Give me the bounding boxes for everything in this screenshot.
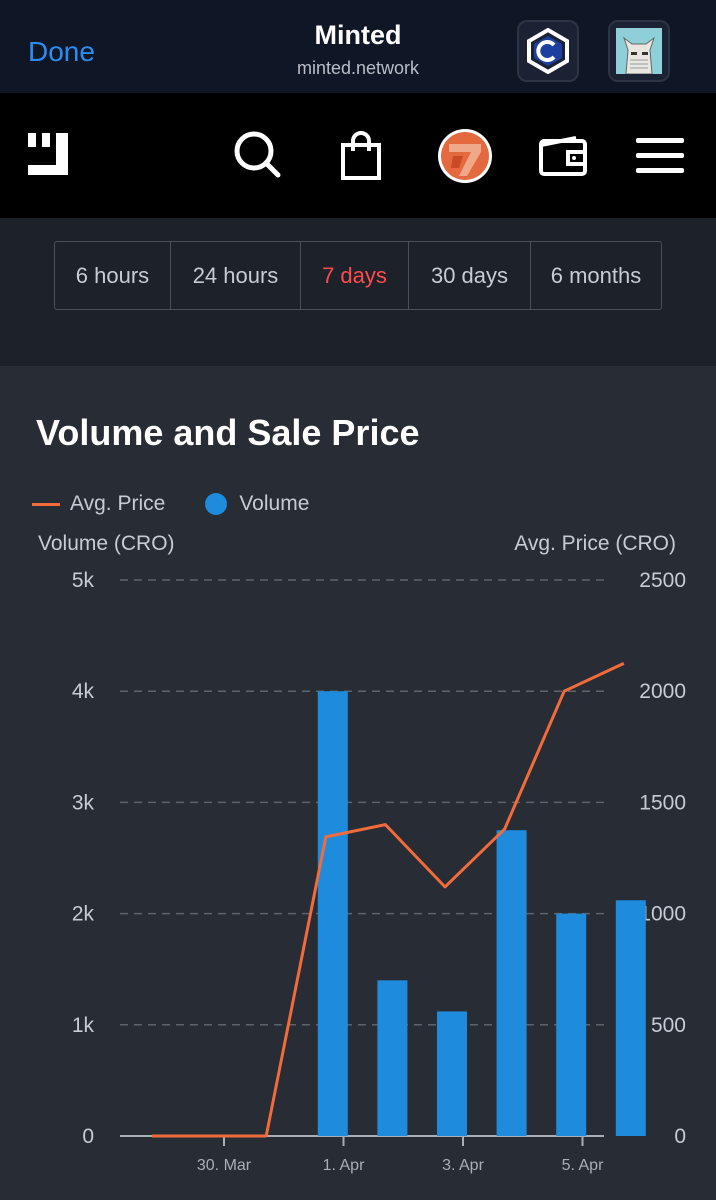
left-axis-tick: 2k	[72, 903, 95, 926]
legend-price-swatch	[32, 502, 60, 506]
volume-bar	[556, 913, 587, 1136]
left-axis-tick: 0	[82, 1125, 94, 1148]
avg-price-line	[152, 662, 625, 1138]
search-icon[interactable]	[232, 129, 282, 179]
right-axis-tick: 1500	[639, 791, 686, 814]
volume-bar	[377, 980, 408, 1136]
menu-icon[interactable]	[636, 138, 684, 174]
range-6-hours[interactable]: 6 hours	[55, 242, 171, 309]
shopping-bag-icon[interactable]	[340, 131, 382, 181]
site-navbar	[0, 93, 716, 218]
left-axis-tick: 5k	[72, 569, 95, 592]
volume-bar	[437, 1011, 467, 1136]
volume-bar	[496, 830, 527, 1136]
x-axis-tick-label: 5. Apr	[562, 1157, 604, 1174]
minted-logo-icon[interactable]	[28, 133, 70, 177]
profile-avatar[interactable]	[437, 128, 493, 184]
x-axis-tick-label: 1. Apr	[323, 1157, 365, 1174]
legend-volume-label[interactable]: Volume	[239, 492, 310, 515]
time-range-selector: 6 hours 24 hours 7 days 30 days 6 months	[54, 241, 662, 310]
cronos-extension-button[interactable]	[517, 20, 579, 82]
range-24-hours[interactable]: 24 hours	[171, 242, 301, 309]
right-axis-tick: 500	[651, 1014, 686, 1037]
range-7-days[interactable]: 7 days	[301, 242, 409, 309]
done-button[interactable]: Done	[28, 36, 95, 67]
cronos-icon	[527, 28, 569, 74]
browser-top-bar: Done Minted minted.network	[0, 0, 716, 93]
right-axis-tick: 2500	[639, 569, 686, 592]
x-axis-tick-label: 30. Mar	[197, 1157, 252, 1174]
right-axis-title: Avg. Price (CRO)	[514, 532, 676, 555]
left-axis-tick: 3k	[72, 791, 95, 814]
legend-volume-swatch	[205, 493, 228, 515]
chart-legend: Avg. Price Volume	[32, 492, 309, 516]
site-title: Minted	[314, 20, 402, 50]
volume-bar	[615, 900, 646, 1136]
x-axis-tick-label: 3. Apr	[442, 1157, 484, 1174]
chart-title: Volume and Sale Price	[36, 412, 420, 453]
legend-price-label[interactable]: Avg. Price	[70, 492, 166, 515]
volume-bar	[317, 691, 348, 1136]
chart-plot: 0 0 1k 500 2k 1000 3k 1500 4k 2000 5k 2500 30. Mar 1.…	[72, 569, 686, 1174]
volume-price-chart-card: Volume and Sale Price Avg. Price Volume …	[0, 366, 716, 1200]
right-axis-tick: 1000	[639, 903, 686, 926]
left-axis-tick: 1k	[72, 1014, 95, 1037]
left-axis-title: Volume (CRO)	[38, 532, 175, 555]
right-axis-tick: 2000	[639, 680, 686, 703]
site-url: minted.network	[296, 58, 420, 78]
range-30-days[interactable]: 30 days	[409, 242, 531, 309]
wallet-icon[interactable]	[538, 135, 588, 177]
nft-avatar-icon	[616, 28, 662, 74]
nft-avatar-button[interactable]	[608, 20, 670, 82]
right-axis-tick: 0	[674, 1125, 686, 1148]
range-6-months[interactable]: 6 months	[550, 262, 642, 288]
time-range-area: 6 hours 24 hours 7 days 30 days 6 months	[0, 218, 716, 366]
left-axis-tick: 4k	[72, 680, 95, 703]
